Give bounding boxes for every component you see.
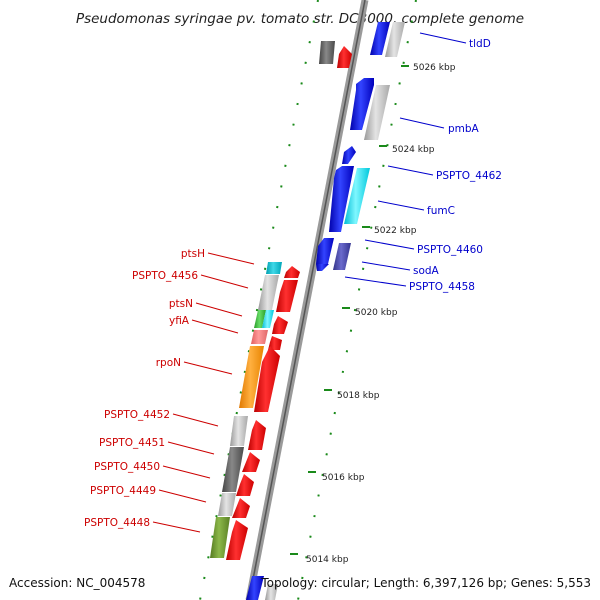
leader-line: [387, 165, 434, 176]
kbp-tick-label: 5022 kbp: [374, 226, 417, 236]
gene-box-PSPTO_4449: [218, 493, 236, 516]
gene-arrow-ptsN: [272, 316, 288, 334]
gene-arrow-PSPTO_4458: [316, 264, 329, 271]
kbp-tick-label: 5016 kbp: [322, 473, 365, 483]
gene-label-ptsN: ptsN: [169, 298, 193, 310]
map-title: Pseudomonas syringae pv. tomato str. DC3…: [76, 11, 524, 27]
kbp-tick-label: 5026 kbp: [413, 63, 456, 73]
kbp-tick-label: 5024 kbp: [392, 145, 435, 155]
gene-label-PSPTO_4462: PSPTO_4462: [436, 170, 502, 182]
kbp-tick-label: 5020 kbp: [355, 308, 398, 318]
kbp-ticks: 5026 kbp 5024 kbp 5022 kbp 5020 kbp 5018…: [290, 63, 456, 565]
gene-box-grey: [364, 85, 390, 140]
gene-arrow-PSPTO_4456: [276, 280, 298, 312]
gc-track-outer: [199, 0, 319, 600]
gene-label-PSPTO_4460: PSPTO_4460: [417, 244, 483, 256]
leader-line: [172, 413, 219, 427]
gene-label-ptsH: ptsH: [181, 248, 205, 260]
genome-summary-text: Topology: circular; Length: 6,397,126 bp…: [260, 576, 591, 590]
gene-box-PSPTO_4456: [258, 275, 279, 310]
gene-label-PSPTO_4452: PSPTO_4452: [104, 409, 170, 421]
gene-arrow-PSPTO_4449: [232, 498, 250, 518]
gene-box-PSPTO_4452: [230, 416, 248, 446]
gene-box-sodA: [333, 243, 351, 270]
gene-label-fumC: fumC: [427, 205, 455, 217]
gene-box-fumC: [344, 168, 370, 224]
gene-box-dark: [319, 41, 335, 64]
reverse-genes: [210, 41, 352, 560]
gene-arrow-PSPTO_4460: [316, 238, 334, 264]
kbp-tick-label: 5018 kbp: [337, 391, 380, 401]
gene-box-PSPTO_4451: [222, 447, 244, 492]
gene-arrow-ptsH: [284, 266, 300, 278]
gene-box-yfiA: [251, 330, 268, 344]
kbp-tick-label: 5014 kbp: [306, 555, 349, 565]
right-labels: tldD pmbA PSPTO_4462 fumC PSPTO_4460 sod…: [344, 32, 502, 293]
gene-label-sodA: sodA: [413, 265, 440, 277]
gene-label-PSPTO_4448: PSPTO_4448: [84, 517, 150, 529]
leader-line: [152, 521, 201, 533]
genome-backbone-highlight: [248, 0, 366, 600]
leader-line: [399, 117, 445, 129]
leader-line: [361, 261, 411, 271]
gene-arrow-yfiA: [268, 336, 282, 350]
gene-box-rpoN: [239, 346, 264, 408]
gene-label-PSPTO_4449: PSPTO_4449: [90, 485, 156, 497]
gene-arrow-pmbA: [350, 78, 374, 130]
leader-line: [162, 465, 211, 479]
leader-line: [195, 302, 243, 317]
gene-box-grey: [385, 22, 405, 57]
leader-line: [167, 441, 215, 455]
leader-line: [183, 361, 233, 375]
gene-label-PSPTO_4456: PSPTO_4456: [132, 270, 198, 282]
gene-label-rpoN: rpoN: [156, 357, 181, 369]
leader-line: [419, 32, 467, 44]
gene-label-pmbA: pmbA: [448, 123, 480, 135]
gene-arrow-PSPTO_4462b: [329, 166, 354, 232]
gene-arrow-PSPTO_4450: [236, 474, 254, 496]
gene-arrow-PSPTO_4452: [248, 420, 266, 450]
leader-line: [344, 276, 407, 287]
gene-arrow-bottom: [246, 576, 264, 600]
forward-genes: [246, 22, 405, 600]
gene-arrow-rpoN: [254, 346, 280, 412]
gene-box-bottom: [265, 584, 278, 600]
gene-arrow-PSPTO_4451: [242, 452, 260, 472]
gene-label-tldD: tldD: [469, 38, 491, 50]
gene-arrow-red: [337, 46, 352, 68]
gene-label-yfiA: yfiA: [169, 315, 190, 327]
leader-line: [207, 252, 255, 265]
leader-line: [377, 200, 425, 211]
leader-line: [191, 319, 239, 334]
left-labels: ptsH PSPTO_4456 ptsN yfiA rpoN PSPTO_445…: [84, 248, 255, 533]
gene-label-PSPTO_4450: PSPTO_4450: [94, 461, 160, 473]
gene-arrow-tldD: [370, 22, 390, 55]
gene-label-PSPTO_4458: PSPTO_4458: [409, 281, 475, 293]
gene-arrow-PSPTO_4448: [226, 520, 248, 560]
leader-line: [158, 489, 207, 503]
gene-box-ptsH: [266, 262, 282, 274]
gene-label-PSPTO_4451: PSPTO_4451: [99, 437, 165, 449]
leader-line: [200, 274, 249, 289]
gene-arrow-PSPTO_4462: [342, 146, 356, 164]
leader-line: [364, 239, 415, 250]
gene-box-ptsN-cyan: [262, 310, 274, 328]
accession-text: Accession: NC_004578: [9, 576, 145, 590]
gene-box-PSPTO_4448: [210, 517, 230, 558]
